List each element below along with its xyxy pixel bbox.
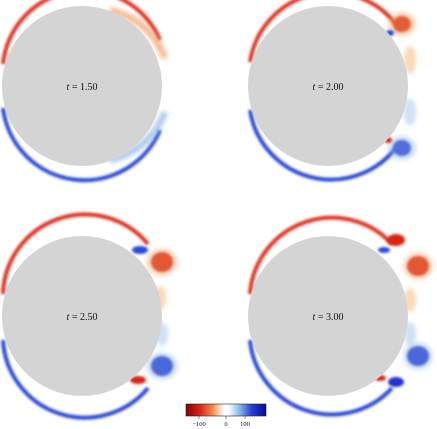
- shear-layer-top-outer: [109, 6, 169, 60]
- vortex-bottom-lower: [388, 377, 404, 387]
- cylinder: [248, 236, 408, 396]
- time-label: t = 1.50: [67, 82, 98, 93]
- colorbar-tick-neg: −100: [192, 421, 205, 428]
- shear-layer-bottom: [1, 107, 162, 183]
- panel-t300: t = 3.00: [248, 215, 433, 417]
- vortex-bottom-secondary: [130, 376, 146, 384]
- shear-layer-top: [1, 0, 162, 65]
- colorbar-tick-pos: 100: [240, 421, 250, 428]
- cylinder: [2, 236, 162, 396]
- shear-layer-bottom: [248, 109, 402, 182]
- wake-tint-top: [404, 46, 416, 74]
- shear-layer-top: [248, 215, 394, 295]
- time-label: t = 2.00: [313, 82, 344, 93]
- cylinder: [248, 6, 408, 166]
- wake-tint-bottom: [404, 98, 416, 126]
- colorbar-gradient: [185, 403, 267, 417]
- time-label: t = 2.50: [67, 312, 98, 323]
- vortex-bottom-halo: [403, 342, 433, 370]
- shear-layer-bottom: [1, 339, 150, 420]
- vortex-top-halo: [403, 252, 433, 280]
- cylinder: [2, 6, 162, 166]
- vortex-top-halo: [146, 248, 178, 276]
- colorbar-tick-zero: 0: [224, 421, 227, 428]
- shear-layer-top: [248, 0, 402, 63]
- vortex-top-secondary: [378, 247, 390, 253]
- colorbar: −100 0 100: [185, 403, 267, 428]
- shear-layer-top: [1, 212, 150, 295]
- vortex-top-halo: [388, 12, 416, 36]
- vortex-top-upper: [387, 234, 405, 246]
- panel-t150: t = 1.50: [1, 0, 169, 183]
- time-label: t = 3.00: [313, 312, 344, 323]
- panel-t250: t = 2.50: [1, 212, 178, 420]
- vortex-bottom-halo: [146, 352, 178, 380]
- panel-t200: t = 2.00: [248, 0, 416, 182]
- vortex-bottom-halo: [388, 136, 416, 160]
- shear-layer-bottom: [248, 339, 394, 417]
- vortex-top-secondary: [132, 246, 148, 254]
